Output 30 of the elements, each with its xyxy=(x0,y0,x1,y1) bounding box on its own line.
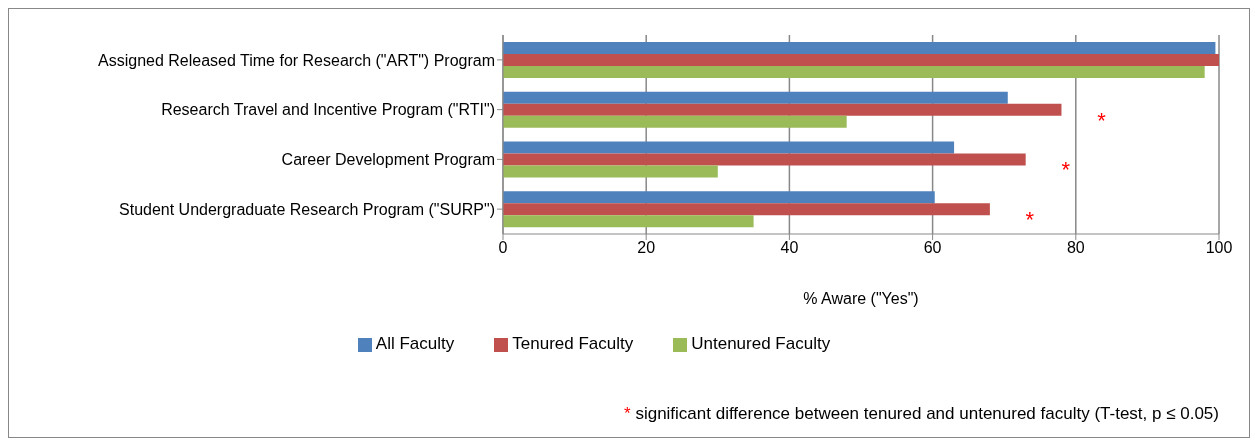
y-tick-label: Research Travel and Incentive Program ("RTI") xyxy=(161,101,495,119)
annotation: * xyxy=(1061,157,1071,183)
bar xyxy=(503,165,718,178)
text: * significant difference between tenured and untenured faculty (T-test, p ≤ 0.05) xyxy=(624,404,1219,423)
bar xyxy=(503,191,935,204)
legend-label: Tenured Faculty xyxy=(512,334,634,353)
x-tick-label: 80 xyxy=(1066,239,1085,257)
bar xyxy=(503,53,1219,66)
x-tick-label: 40 xyxy=(780,239,799,257)
x-tick-label: 60 xyxy=(923,239,942,257)
bar xyxy=(503,153,1026,166)
bar xyxy=(503,141,955,154)
bar xyxy=(503,103,1062,116)
legend-label: All Faculty xyxy=(375,334,455,353)
bar xyxy=(503,91,1008,104)
x-tick-label: 100 xyxy=(1205,239,1233,257)
x-axis-title: % Aware ("Yes") xyxy=(803,290,919,307)
x-tick-label: 20 xyxy=(637,239,656,257)
annotation: * xyxy=(1097,107,1107,133)
bar xyxy=(503,41,1216,54)
bar xyxy=(503,115,847,128)
bar xyxy=(503,203,990,216)
bar xyxy=(503,65,1205,78)
y-tick-label: Assigned Released Time for Research ("ART") Program xyxy=(98,51,495,69)
x-tick-label: 0 xyxy=(498,239,508,257)
y-tick-label: Career Development Program xyxy=(281,151,495,169)
annotation: * xyxy=(1025,207,1035,233)
legend-label: Untenured Faculty xyxy=(691,334,831,353)
y-tick-label: Student Undergraduate Research Program ("SURP") xyxy=(119,200,495,218)
bar xyxy=(503,215,754,228)
